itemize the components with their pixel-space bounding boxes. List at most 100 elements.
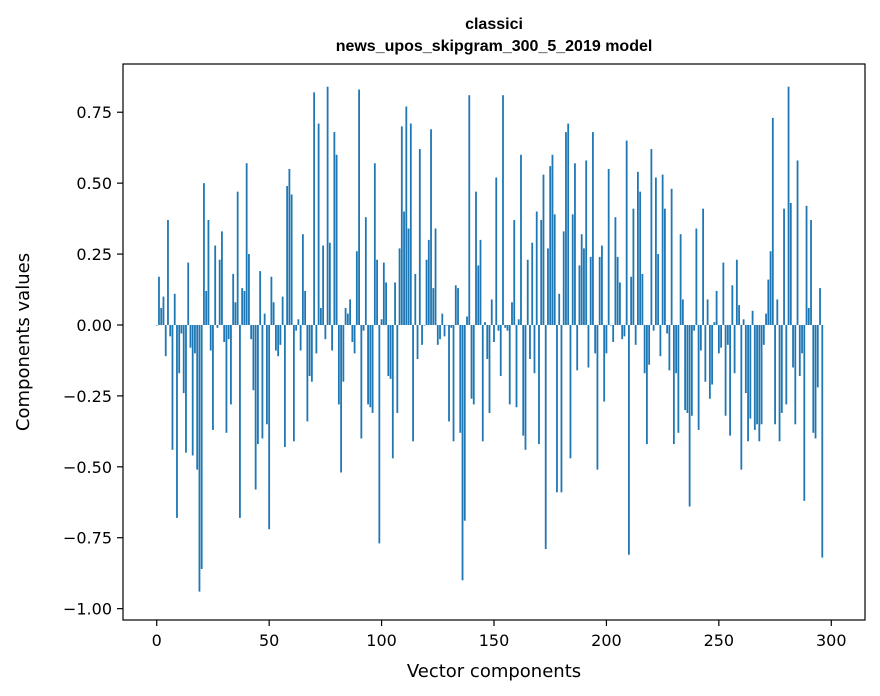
bar-229	[670, 188, 673, 325]
bar-31	[225, 324, 228, 433]
bar-224	[659, 324, 662, 357]
bar-107	[396, 324, 399, 413]
bar-275	[774, 324, 776, 425]
bar-99	[378, 324, 381, 544]
bar-221	[652, 324, 655, 331]
bar-52	[272, 302, 275, 325]
bar-257	[733, 324, 736, 374]
bar-181	[562, 231, 565, 325]
bar-163	[522, 324, 525, 436]
bar-70	[313, 92, 316, 325]
bar-121	[427, 239, 430, 325]
bar-109	[400, 126, 403, 325]
bar-5	[167, 220, 169, 325]
bar-2	[160, 307, 163, 325]
x-tick-label: 0	[152, 631, 162, 650]
bar-88	[353, 324, 356, 354]
bar-135	[459, 324, 462, 433]
bar-273	[769, 251, 772, 325]
bar-102	[385, 282, 387, 325]
bar-48	[263, 313, 266, 325]
bar-90	[358, 89, 360, 325]
bar-188	[578, 265, 581, 325]
bar-35	[234, 302, 237, 325]
bar-66	[304, 290, 307, 325]
bar-256	[731, 285, 734, 325]
bar-147	[486, 324, 489, 360]
bar-36	[236, 191, 239, 325]
bar-259	[738, 305, 740, 325]
bar-239	[693, 324, 696, 331]
bar-105	[391, 324, 394, 459]
bar-186	[574, 163, 576, 325]
bar-255	[729, 324, 731, 436]
bar-95	[369, 324, 372, 408]
bar-190	[583, 248, 585, 325]
bar-277	[778, 324, 781, 442]
bar-244	[704, 324, 707, 382]
x-axis-label: Vector components	[407, 661, 581, 682]
bar-115	[414, 273, 417, 325]
bar-44	[254, 324, 257, 490]
bar-119	[423, 324, 426, 326]
bar-264	[749, 324, 752, 419]
bar-226	[663, 208, 666, 325]
bar-194	[592, 132, 594, 325]
x-tick-label: 300	[816, 631, 847, 650]
bar-289	[805, 205, 808, 325]
bar-55	[279, 324, 282, 345]
bar-210	[628, 324, 630, 555]
bar-178	[556, 324, 558, 493]
bar-114	[412, 324, 414, 442]
bar-34	[232, 273, 235, 325]
bar-57	[283, 324, 286, 447]
bar-11	[180, 324, 183, 334]
bar-51	[270, 276, 273, 325]
bar-286	[798, 324, 801, 377]
bar-271	[765, 313, 767, 325]
bar-153	[499, 324, 502, 377]
bar-112	[407, 228, 410, 325]
bar-89	[355, 251, 358, 325]
bar-228	[668, 324, 671, 371]
bar-171	[540, 220, 543, 325]
bar-283	[792, 324, 794, 368]
bar-65	[301, 234, 304, 325]
bar-212	[632, 208, 635, 325]
bar-63	[297, 319, 300, 325]
bar-96	[371, 324, 374, 413]
bar-245	[706, 299, 709, 325]
bar-122	[430, 129, 432, 325]
bar-173	[544, 324, 547, 550]
bar-201	[607, 168, 610, 325]
chart-title: classici	[465, 16, 523, 33]
bar-150	[493, 324, 495, 342]
bar-176	[551, 154, 554, 325]
bar-19	[198, 324, 201, 592]
bar-206	[619, 282, 621, 325]
y-tick-label: 0.75	[76, 103, 112, 122]
bar-254	[726, 324, 729, 345]
bar-83	[342, 324, 345, 382]
bar-78	[331, 324, 334, 351]
y-tick-label: −1.00	[63, 600, 112, 619]
bar-91	[360, 324, 363, 439]
bar-132	[452, 324, 455, 442]
bar-295	[819, 288, 821, 325]
bar-160	[515, 324, 518, 408]
bar-294	[816, 324, 819, 388]
bar-177	[553, 214, 556, 325]
bar-274	[771, 117, 774, 325]
bar-203	[612, 324, 615, 342]
bar-151	[495, 177, 498, 325]
bar-12	[182, 324, 185, 394]
bar-164	[524, 324, 527, 450]
bar-6	[169, 324, 172, 337]
bar-134	[457, 288, 459, 325]
bar-97	[373, 163, 376, 325]
bar-24	[209, 324, 212, 351]
bar-249	[715, 290, 718, 325]
bar-225	[661, 174, 664, 325]
bar-111	[405, 106, 408, 325]
y-tick-label: −0.25	[63, 387, 112, 406]
